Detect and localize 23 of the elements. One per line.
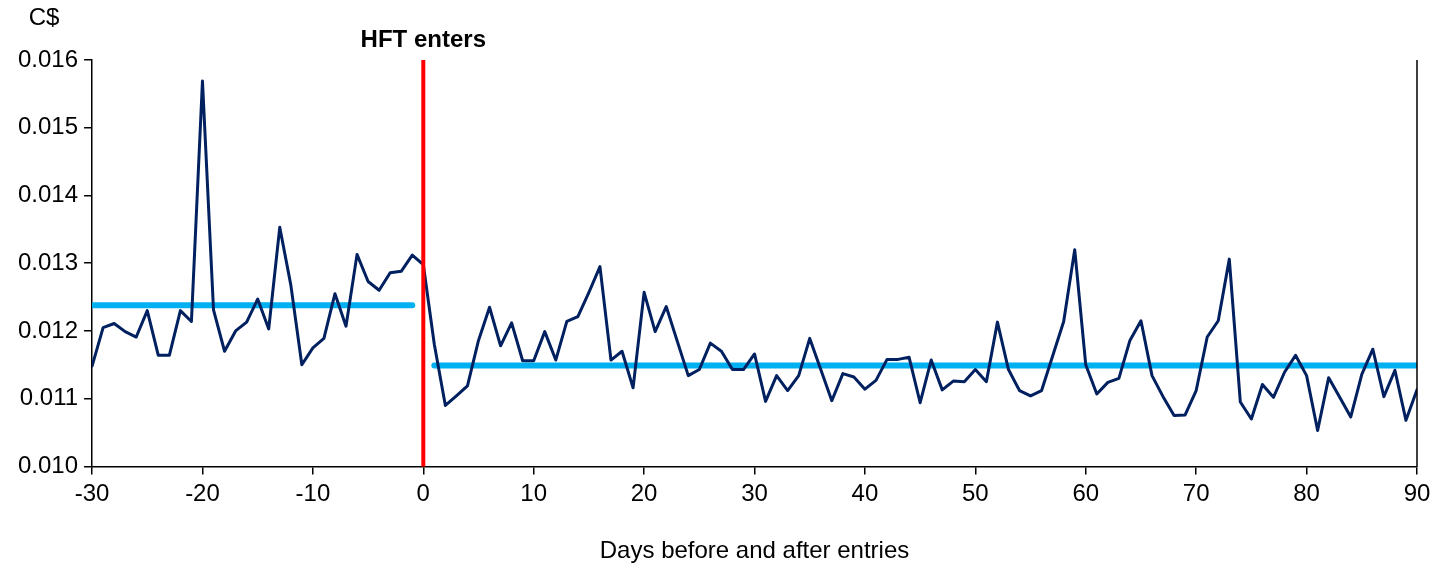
y-tick-label: 0.015: [18, 112, 79, 140]
y-tick-label: 0.014: [18, 180, 79, 208]
x-tick-label: -20: [185, 479, 220, 507]
x-tick-label: 0: [416, 479, 430, 507]
x-tick-label: -10: [295, 479, 331, 507]
y-tick-label: 0.016: [18, 44, 79, 72]
x-tick-label: 90: [1403, 479, 1431, 507]
y-tick-label: 0.012: [18, 315, 79, 343]
ref-line-label: HFT enters: [360, 24, 486, 52]
y-tick-label: 0.013: [18, 247, 79, 275]
x-tick-label: 50: [962, 479, 989, 507]
x-tick-label: -30: [74, 479, 110, 507]
x-tick-label: 40: [851, 479, 879, 507]
y-tick-label: 0.011: [19, 383, 79, 411]
x-tick-label: 20: [630, 479, 658, 507]
x-tick-label: 30: [741, 479, 768, 507]
y-axis-title: C$: [28, 2, 60, 30]
x-axis-title: Days before and after entries: [599, 536, 910, 564]
x-tick-label: 70: [1182, 479, 1210, 507]
x-tick-label: 80: [1293, 479, 1320, 507]
x-tick-label: 60: [1072, 479, 1100, 507]
y-tick-label: 0.010: [18, 451, 79, 479]
x-tick-label: 10: [520, 479, 548, 507]
